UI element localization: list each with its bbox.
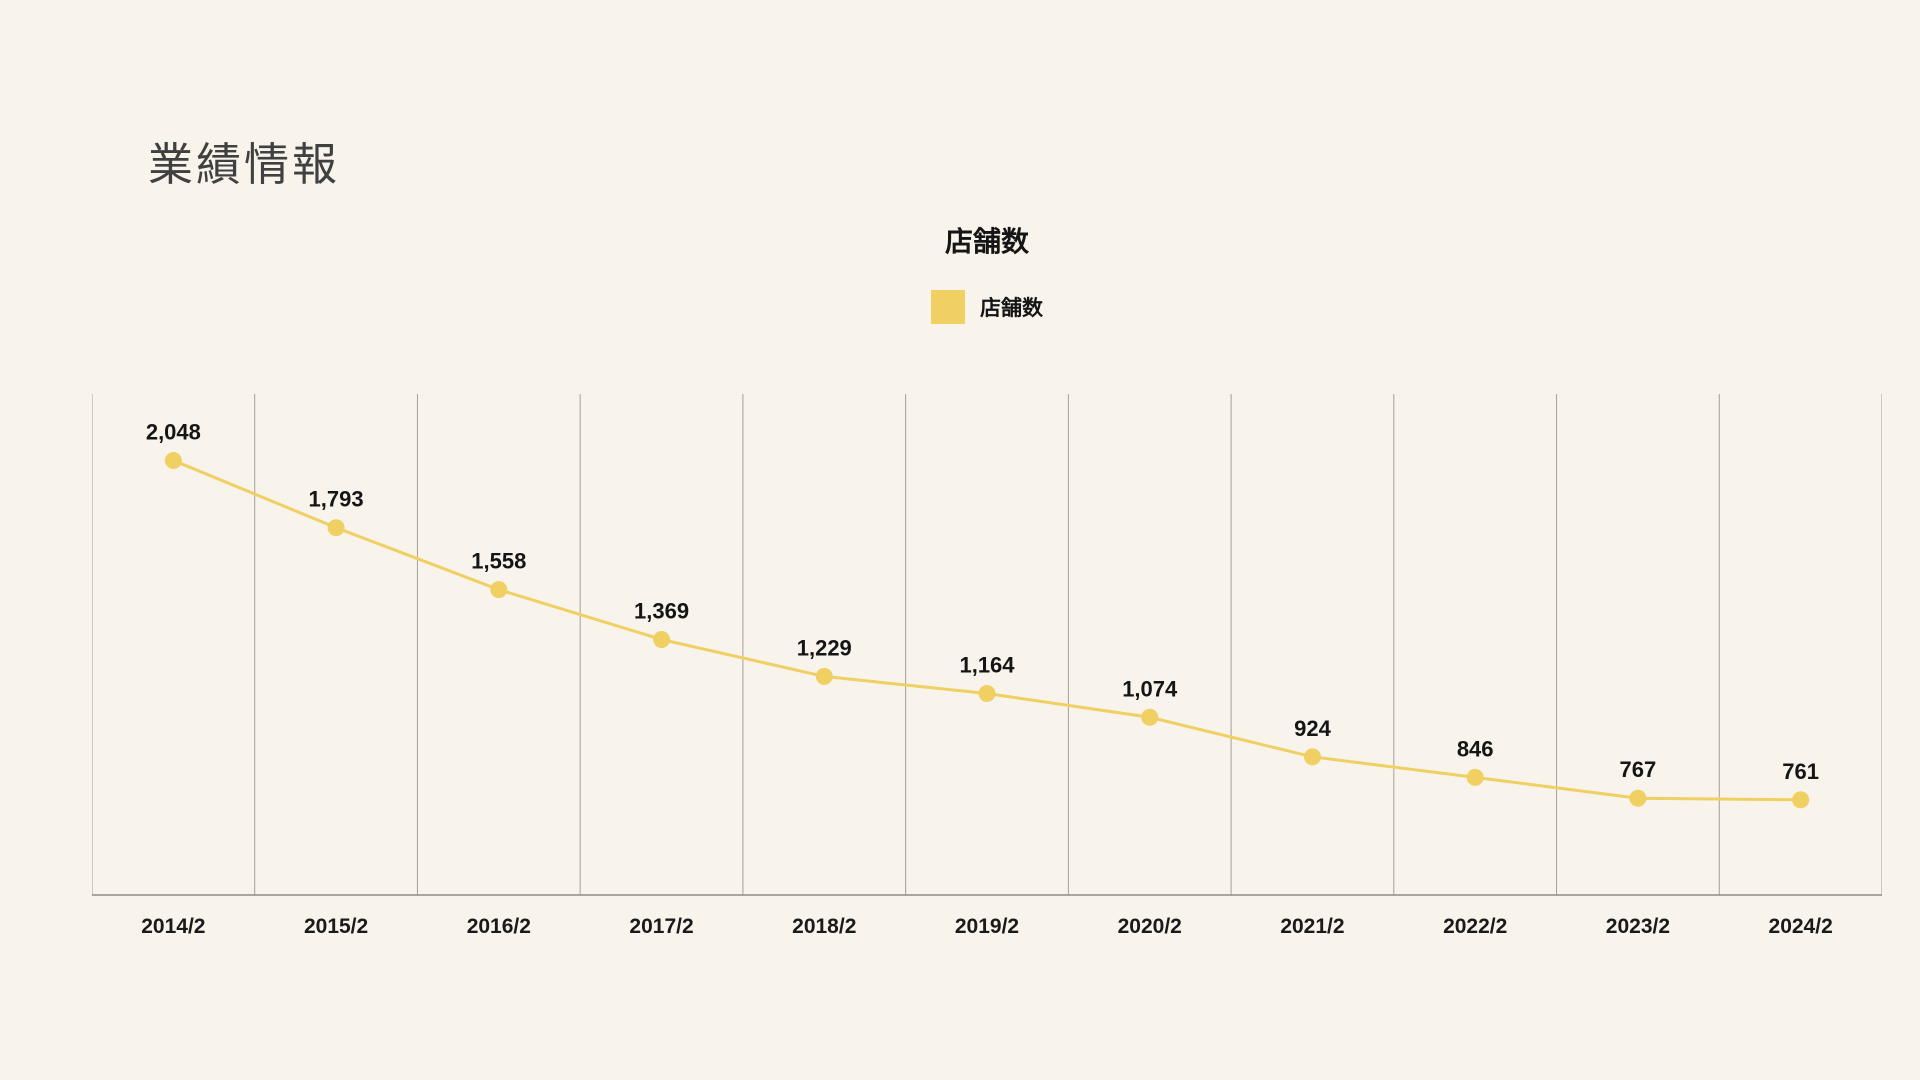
legend-label: 店舗数 (980, 297, 1043, 320)
data-point (1303, 748, 1321, 766)
data-label: 1,558 (471, 549, 526, 574)
x-axis-label: 2021/2 (1280, 915, 1344, 938)
data-point (164, 451, 182, 469)
page-title: 業績情報 (148, 139, 341, 190)
data-label: 924 (1294, 716, 1331, 741)
x-axis-label: 2015/2 (304, 915, 368, 938)
x-axis-label: 2016/2 (467, 915, 531, 938)
data-point (1792, 791, 1810, 809)
data-label: 1,074 (1122, 676, 1178, 701)
x-axis-label: 2018/2 (792, 915, 856, 938)
data-point (653, 630, 671, 648)
data-label: 2,048 (146, 419, 201, 444)
data-point (1141, 708, 1159, 726)
data-label: 1,369 (634, 598, 689, 623)
data-label: 761 (1782, 759, 1819, 784)
x-axis-label: 2014/2 (141, 915, 205, 938)
line-chart-svg: 2,048 2014/2 1,793 2015/2 1,558 2016/2 1,369 20… (92, 394, 1882, 938)
legend-swatch (931, 290, 965, 324)
x-axis-label: 2020/2 (1118, 915, 1182, 938)
data-point (1629, 789, 1647, 807)
chart-title: 店舗数 (944, 226, 1029, 257)
data-label: 1,164 (959, 653, 1015, 678)
data-point (978, 685, 996, 703)
chart-legend: 店舗数 (92, 290, 1882, 324)
data-point (327, 519, 345, 537)
x-axis-label: 2024/2 (1769, 915, 1833, 938)
data-label: 846 (1457, 736, 1494, 761)
x-axis-label: 2017/2 (629, 915, 693, 938)
x-axis-label: 2019/2 (955, 915, 1019, 938)
data-point (490, 581, 508, 599)
data-point (815, 667, 833, 685)
data-point (1466, 768, 1484, 786)
data-label: 1,229 (797, 635, 852, 660)
x-axis-label: 2022/2 (1443, 915, 1507, 938)
x-axis-label: 2023/2 (1606, 915, 1670, 938)
data-label: 1,793 (309, 487, 364, 512)
data-label: 767 (1620, 757, 1657, 782)
